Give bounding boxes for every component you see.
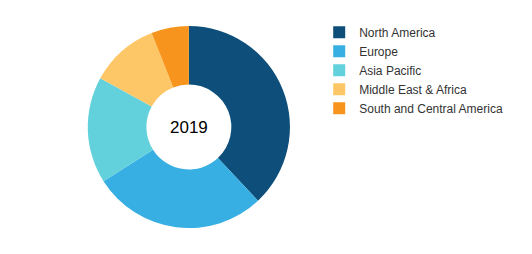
svg-text:North America: North America: [359, 26, 435, 40]
svg-text:Europe: Europe: [359, 45, 398, 59]
svg-text:South and Central America: South and Central America: [359, 102, 503, 116]
svg-text:Asia Pacific: Asia Pacific: [359, 64, 421, 78]
svg-text:2019: 2019: [170, 118, 208, 137]
svg-text:Middle East & Africa: Middle East & Africa: [359, 83, 467, 97]
